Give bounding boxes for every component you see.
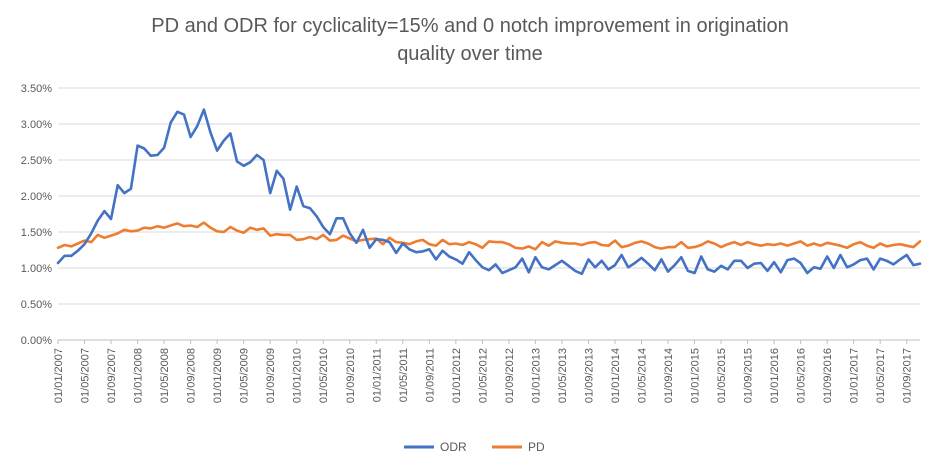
- x-tick-label: 01/09/2008: [186, 348, 198, 403]
- x-tick-label: 01/05/2012: [477, 348, 489, 403]
- gridlines: [58, 87, 920, 341]
- x-tick-label: 01/01/2008: [133, 348, 145, 403]
- x-tick-label: 01/09/2016: [822, 348, 834, 403]
- x-tick-label: 01/01/2007: [53, 348, 65, 403]
- series-line-odr: [56, 108, 922, 276]
- x-tick-label: 01/01/2014: [610, 348, 622, 403]
- series-line-pd: [56, 221, 922, 251]
- y-tick-label: 2.50%: [21, 155, 52, 167]
- x-tick-label: 01/05/2016: [796, 348, 808, 403]
- legend: ODR PD: [404, 440, 545, 454]
- x-tick-label: 01/05/2009: [239, 348, 251, 403]
- x-tick-label: 01/01/2011: [371, 348, 383, 402]
- legend-label-odr: ODR: [440, 440, 467, 454]
- series-lines: [56, 108, 922, 276]
- x-tick-label: 01/05/2013: [557, 348, 569, 403]
- x-tick-label: 01/01/2009: [212, 348, 224, 403]
- x-tick-label: 01/01/2015: [690, 348, 702, 403]
- x-tick-label: 01/09/2014: [663, 348, 675, 403]
- y-tick-label: 1.00%: [21, 263, 52, 275]
- x-tick-label: 01/09/2012: [504, 348, 516, 403]
- x-tick-label: 01/05/2015: [716, 348, 728, 403]
- y-tick-label: 1.50%: [21, 227, 52, 239]
- x-tick-label: 01/09/2017: [902, 348, 914, 403]
- x-tick-label: 01/09/2007: [106, 348, 118, 403]
- chart-title: PD and ODR for cyclicality=15% and 0 not…: [120, 12, 820, 68]
- x-axis-ticks: 01/01/2007 01/05/2007 01/09/2007 01/01/2008…: [53, 340, 914, 403]
- legend-label-pd: PD: [528, 440, 545, 454]
- y-tick-label: 3.50%: [21, 83, 52, 95]
- y-tick-label: 0.50%: [21, 299, 52, 311]
- x-tick-label: 01/01/2017: [849, 348, 861, 403]
- x-tick-label: 01/05/2011: [398, 348, 410, 402]
- x-tick-label: 01/05/2008: [159, 348, 171, 403]
- x-tick-label: 01/05/2010: [318, 348, 330, 403]
- y-axis-ticks: 0.00% 0.50% 1.00% 1.50% 2.00% 2.50% 3.00% 3.50%: [21, 83, 52, 347]
- x-tick-label: 01/01/2012: [451, 348, 463, 403]
- x-tick-label: 01/05/2017: [875, 348, 887, 403]
- x-tick-label: 01/05/2014: [637, 348, 649, 403]
- y-tick-label: 2.00%: [21, 191, 52, 203]
- x-tick-label: 01/01/2013: [530, 348, 542, 403]
- chart-title-line-1: PD and ODR for cyclicality=15% and 0 not…: [151, 15, 789, 37]
- y-tick-label: 3.00%: [21, 119, 52, 131]
- chart-title-line-2: quality over time: [397, 43, 543, 65]
- x-tick-label: 01/09/2013: [583, 348, 595, 403]
- x-tick-label: 01/01/2010: [292, 348, 304, 403]
- x-tick-label: 01/05/2007: [80, 348, 92, 403]
- x-tick-label: 01/09/2009: [265, 348, 277, 403]
- x-tick-label: 01/09/2015: [743, 348, 755, 403]
- y-tick-label: 0.00%: [21, 335, 52, 347]
- x-tick-label: 01/09/2011: [424, 348, 436, 402]
- x-tick-label: 01/01/2016: [769, 348, 781, 403]
- x-tick-label: 01/09/2010: [345, 348, 357, 403]
